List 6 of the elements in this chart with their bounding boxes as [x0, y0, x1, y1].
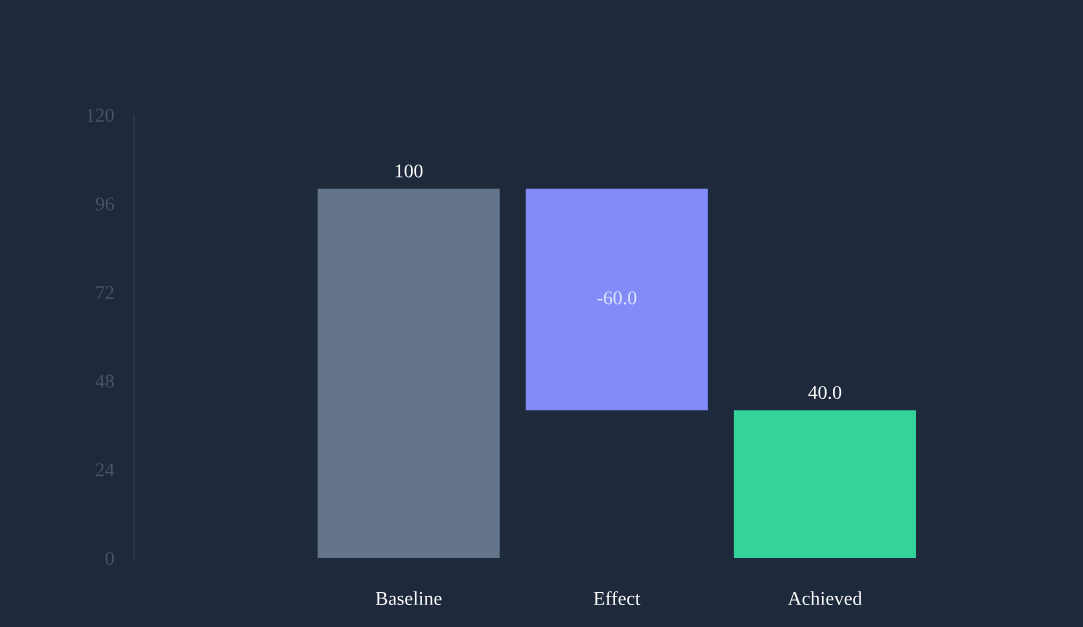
x-tick-label: Baseline — [375, 591, 442, 606]
data-label: 40.0 — [808, 385, 842, 400]
data-label: 100 — [395, 164, 423, 178]
x-tick-label: Effect — [593, 591, 641, 606]
x-tick-label: Achieved — [787, 591, 862, 606]
data-label: -60.0 — [597, 291, 637, 305]
